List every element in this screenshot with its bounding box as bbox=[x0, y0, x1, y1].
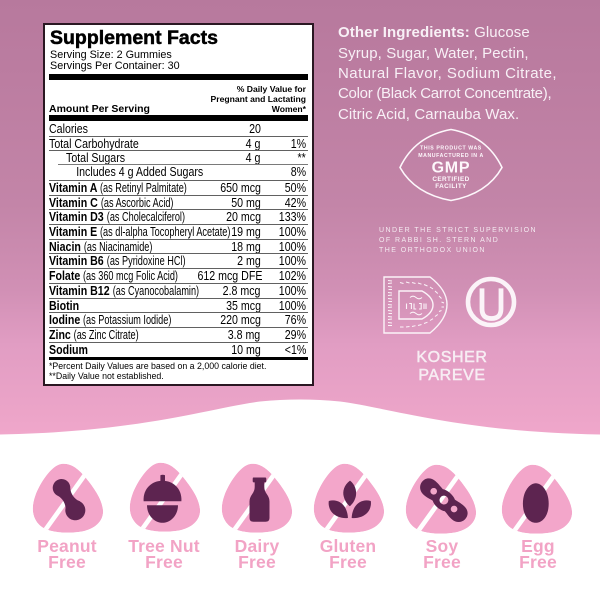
svg-text:MANUFACTURED IN A: MANUFACTURED IN A bbox=[418, 153, 484, 159]
svg-text:CERTIFIED: CERTIFIED bbox=[432, 176, 469, 183]
svg-text:GMP: GMP bbox=[432, 160, 471, 177]
svg-text:FACILITY: FACILITY bbox=[435, 183, 467, 190]
svg-text:THIS PRODUCT WAS: THIS PRODUCT WAS bbox=[420, 146, 482, 152]
